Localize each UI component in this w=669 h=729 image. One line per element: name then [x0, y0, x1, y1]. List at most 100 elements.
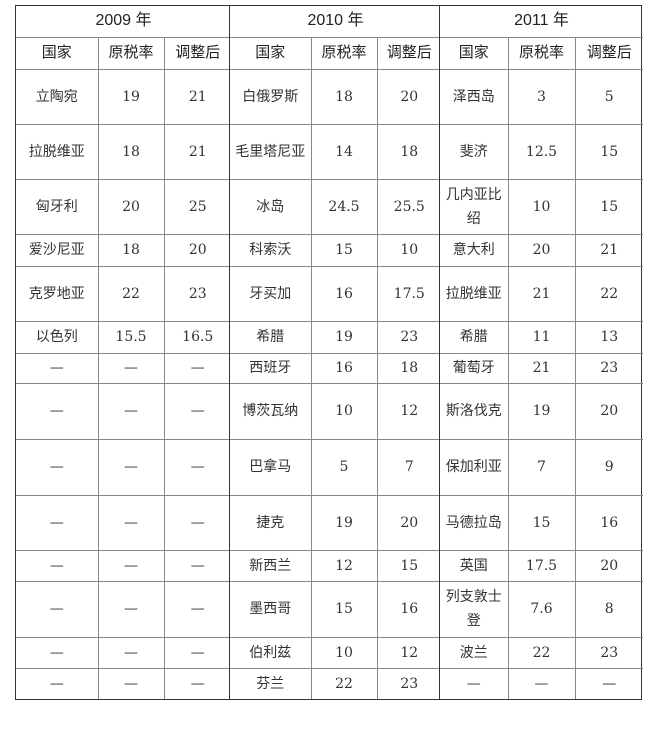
table-row: 斐济 12.5 15 [440, 123, 644, 180]
country-cell: 几内亚比绍 [440, 178, 509, 235]
table-row: 葡萄牙 21 23 [440, 352, 644, 384]
adjusted-rate-cell: 7 [376, 438, 441, 496]
original-rate-cell: 21 [507, 352, 576, 384]
country-cell: 意大利 [440, 233, 509, 267]
original-rate-cell: 19 [310, 494, 378, 551]
country-cell: 西班牙 [230, 352, 312, 384]
country-cell: 葡萄牙 [440, 352, 509, 384]
original-rate-cell: 16 [310, 265, 378, 322]
original-rate-cell: 17.5 [507, 549, 576, 582]
country-cell: 英国 [440, 549, 509, 582]
original-rate-cell: 7 [507, 438, 576, 496]
adjusted-rate-cell: — [574, 667, 644, 699]
year-header: 2009 年 [16, 6, 231, 38]
country-cell: — [16, 549, 99, 582]
year-header: 2011 年 [440, 6, 644, 38]
country-cell: 科索沃 [230, 233, 312, 267]
country-cell: 希腊 [230, 320, 312, 354]
country-cell: 拉脱维亚 [440, 265, 509, 322]
table-row: 爱沙尼亚 18 20 [16, 233, 231, 267]
table-row: — — — [16, 549, 231, 582]
adjusted-rate-cell: 12 [376, 382, 441, 440]
adjusted-rate-cell: 16 [574, 494, 644, 551]
table-row: 希腊 19 23 [230, 320, 441, 354]
original-rate-cell: 19 [97, 68, 165, 125]
country-cell: 列支敦士登 [440, 580, 509, 638]
adjusted-rate-cell: 20 [574, 382, 644, 440]
country-cell: 保加利亚 [440, 438, 509, 496]
table-row: — — — [16, 636, 231, 669]
adjusted-rate-cell: — [163, 382, 231, 440]
adjusted-rate-cell: 15 [574, 123, 644, 180]
adjusted-rate-cell: — [163, 352, 231, 384]
table-row: 保加利亚 7 9 [440, 438, 644, 496]
country-cell: 巴拿马 [230, 438, 312, 496]
adjusted-rate-cell: 23 [574, 636, 644, 669]
original-rate-cell: 21 [507, 265, 576, 322]
original-rate-cell: 15 [507, 494, 576, 551]
adjusted-rate-cell: 20 [376, 68, 441, 125]
column-header: 调整后 [163, 36, 231, 70]
country-cell: 新西兰 [230, 549, 312, 582]
adjusted-rate-cell: — [163, 667, 231, 699]
country-cell: 冰岛 [230, 178, 312, 235]
adjusted-rate-cell: 16 [376, 580, 441, 638]
country-cell: 捷克 [230, 494, 312, 551]
table-row: 西班牙 16 18 [230, 352, 441, 384]
year-header: 2010 年 [230, 6, 441, 38]
adjusted-rate-cell: 25 [163, 178, 231, 235]
table-row: 波兰 22 23 [440, 636, 644, 669]
adjusted-rate-cell: 15 [376, 549, 441, 582]
original-rate-cell: 22 [310, 667, 378, 699]
table-row: 匈牙利 20 25 [16, 178, 231, 235]
adjusted-rate-cell: — [163, 580, 231, 638]
adjusted-rate-cell: 23 [376, 320, 441, 354]
country-cell: 牙买加 [230, 265, 312, 322]
country-cell: 拉脱维亚 [16, 123, 99, 180]
original-rate-cell: 20 [97, 178, 165, 235]
country-cell: — [16, 382, 99, 440]
original-rate-cell: — [97, 549, 165, 582]
table-row: — — — [16, 580, 231, 638]
column-header: 原税率 [507, 36, 576, 70]
adjusted-rate-cell: 18 [376, 123, 441, 180]
adjusted-rate-cell: — [163, 438, 231, 496]
column-header: 国家 [440, 36, 509, 70]
original-rate-cell: 12.5 [507, 123, 576, 180]
adjusted-rate-cell: 22 [574, 265, 644, 322]
table-row: — — — [16, 494, 231, 551]
table-row: 墨西哥 15 16 [230, 580, 441, 638]
table-row: 英国 17.5 20 [440, 549, 644, 582]
original-rate-cell: — [97, 438, 165, 496]
table-row: 希腊 11 13 [440, 320, 644, 354]
country-cell: 泽西岛 [440, 68, 509, 125]
original-rate-cell: 19 [310, 320, 378, 354]
table-row: 以色列 15.5 16.5 [16, 320, 231, 354]
adjusted-rate-cell: 23 [574, 352, 644, 384]
country-cell: 芬兰 [230, 667, 312, 699]
adjusted-rate-cell: 10 [376, 233, 441, 267]
original-rate-cell: — [97, 382, 165, 440]
table-row: 毛里塔尼亚 14 18 [230, 123, 441, 180]
adjusted-rate-cell: 21 [163, 123, 231, 180]
original-rate-cell: 15 [310, 233, 378, 267]
adjusted-rate-cell: 21 [574, 233, 644, 267]
table-row: 冰岛 24.5 25.5 [230, 178, 441, 235]
original-rate-cell: — [97, 580, 165, 638]
country-cell: 以色列 [16, 320, 99, 354]
table-row: — — — [440, 667, 644, 699]
table-row: 克罗地亚 22 23 [16, 265, 231, 322]
column-header: 原税率 [310, 36, 378, 70]
country-cell: 白俄罗斯 [230, 68, 312, 125]
adjusted-rate-cell: 20 [163, 233, 231, 267]
original-rate-cell: 10 [310, 382, 378, 440]
country-cell: 克罗地亚 [16, 265, 99, 322]
table-row: 泽西岛 3 5 [440, 68, 644, 125]
adjusted-rate-cell: 9 [574, 438, 644, 496]
original-rate-cell: 22 [97, 265, 165, 322]
country-cell: 伯利兹 [230, 636, 312, 669]
adjusted-rate-cell: — [163, 494, 231, 551]
original-rate-cell: 10 [507, 178, 576, 235]
table-row: 拉脱维亚 18 21 [16, 123, 231, 180]
table-row: 芬兰 22 23 [230, 667, 441, 699]
